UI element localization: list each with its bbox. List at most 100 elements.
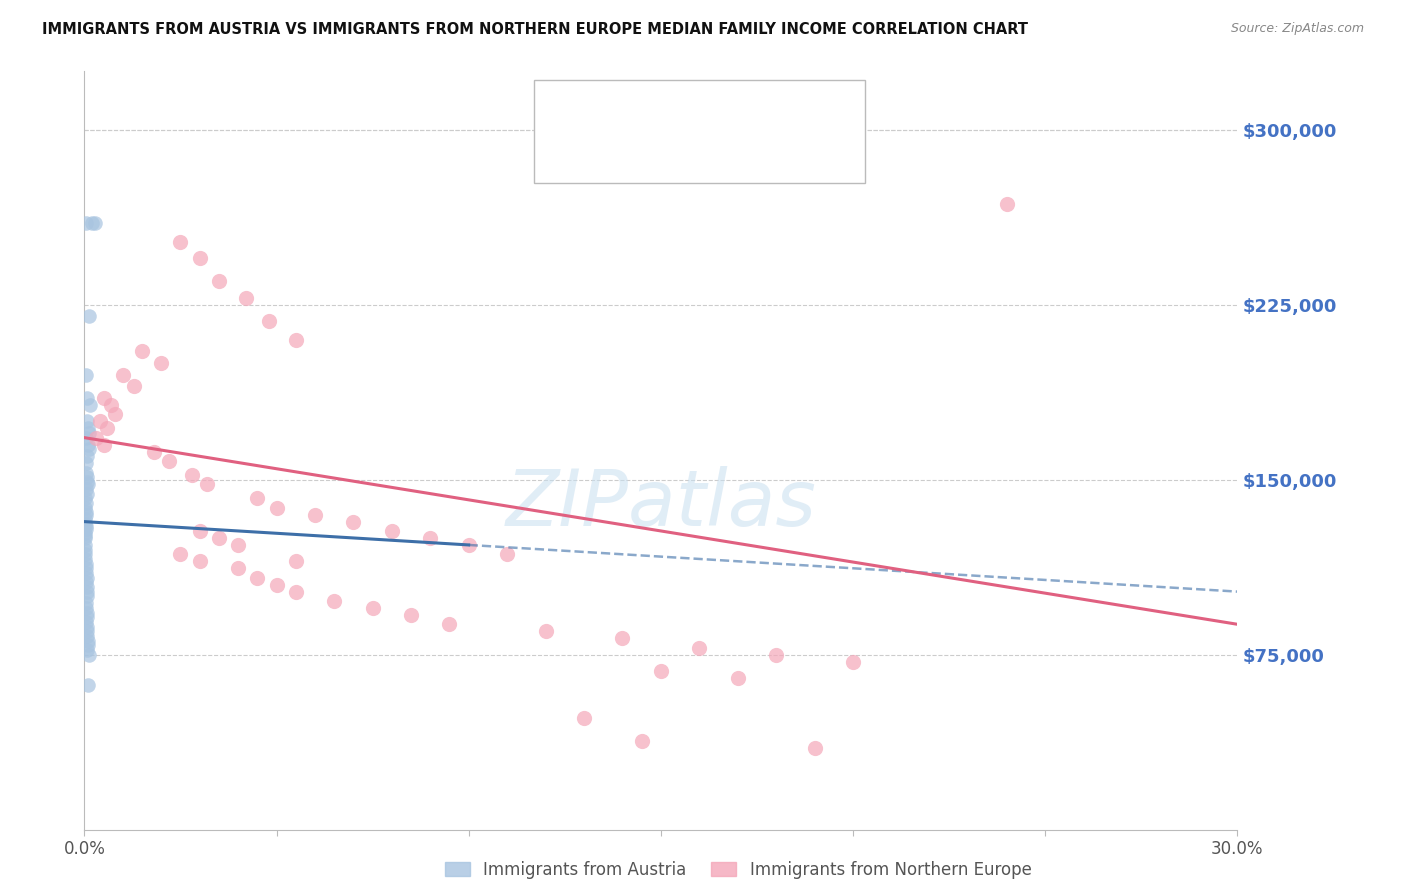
Point [76, 606, 98, 620]
Text: N =: N = [706, 145, 754, 163]
Point [73, 512, 96, 526]
Point [75, 491, 97, 506]
Point [73, 500, 96, 515]
Point [457, 538, 479, 552]
Point [75, 575, 97, 590]
Point [381, 524, 404, 538]
Point [77, 633, 100, 648]
Point [246, 571, 269, 585]
Text: -0.051: -0.051 [630, 102, 689, 120]
Point [75, 561, 97, 575]
Point [75, 368, 97, 382]
Point [76, 475, 98, 489]
Point [76, 629, 98, 643]
Point [77, 310, 100, 324]
Point [75, 522, 97, 536]
Point [76, 624, 98, 639]
Point [323, 594, 346, 608]
Point [169, 235, 191, 249]
Point [439, 617, 461, 632]
Point [75, 505, 97, 519]
Point [75, 216, 97, 230]
Point [361, 601, 384, 615]
Point [75, 519, 97, 533]
Point [75, 538, 97, 552]
Point [188, 524, 211, 538]
Point [419, 531, 441, 545]
Point [73, 542, 96, 557]
Point [630, 734, 652, 748]
Point [235, 291, 257, 305]
Point [246, 491, 269, 506]
Point [76, 610, 98, 624]
FancyBboxPatch shape [548, 98, 586, 124]
Point [79, 398, 101, 412]
Point [111, 368, 134, 382]
Point [75, 557, 97, 571]
Point [208, 274, 231, 288]
Legend: Immigrants from Austria, Immigrants from Northern Europe: Immigrants from Austria, Immigrants from… [439, 854, 1038, 886]
Point [79, 425, 101, 440]
Point [76, 584, 98, 599]
Point [75, 566, 97, 580]
Point [75, 516, 97, 531]
Point [75, 482, 97, 496]
Point [75, 508, 97, 522]
Point [77, 477, 100, 491]
Point [124, 379, 146, 393]
Point [76, 486, 98, 500]
Point [76, 589, 98, 603]
Point [84, 216, 107, 230]
Point [727, 671, 749, 685]
Point [76, 437, 98, 451]
Point [80, 216, 103, 230]
Point [496, 547, 519, 561]
Text: IMMIGRANTS FROM AUSTRIA VS IMMIGRANTS FROM NORTHERN EUROPE MEDIAN FAMILY INCOME : IMMIGRANTS FROM AUSTRIA VS IMMIGRANTS FR… [42, 22, 1028, 37]
Point [93, 437, 115, 451]
Point [284, 554, 307, 568]
Point [75, 456, 97, 470]
Point [765, 648, 787, 662]
Point [104, 407, 127, 421]
Text: Source: ZipAtlas.com: Source: ZipAtlas.com [1230, 22, 1364, 36]
Point [100, 398, 122, 412]
Point [76, 580, 98, 594]
Point [803, 740, 825, 755]
Text: R =: R = [595, 145, 631, 163]
FancyBboxPatch shape [548, 141, 586, 167]
Point [93, 391, 115, 405]
Point [157, 454, 180, 468]
Point [84, 431, 107, 445]
Point [77, 442, 100, 457]
Point [75, 466, 97, 480]
Point [142, 444, 165, 458]
Point [169, 547, 191, 561]
Point [266, 577, 288, 591]
Point [284, 333, 307, 347]
Text: N =: N = [706, 102, 754, 120]
Point [75, 596, 97, 610]
Point [195, 477, 218, 491]
Point [73, 547, 96, 561]
Point [188, 554, 211, 568]
Point [284, 584, 307, 599]
Point [75, 552, 97, 566]
Point [76, 619, 98, 633]
Point [96, 421, 118, 435]
Point [257, 314, 280, 328]
Point [75, 431, 97, 445]
Point [76, 391, 98, 405]
Point [150, 356, 173, 370]
Point [75, 496, 97, 510]
Point [342, 515, 364, 529]
Point [76, 643, 98, 657]
Point [76, 414, 98, 428]
Point [188, 251, 211, 265]
Point [73, 531, 96, 545]
Point [76, 638, 98, 652]
Text: R =: R = [595, 102, 631, 120]
Point [842, 655, 865, 669]
Point [77, 421, 100, 435]
Point [76, 571, 98, 585]
Text: ZIPatlas: ZIPatlas [505, 466, 817, 541]
